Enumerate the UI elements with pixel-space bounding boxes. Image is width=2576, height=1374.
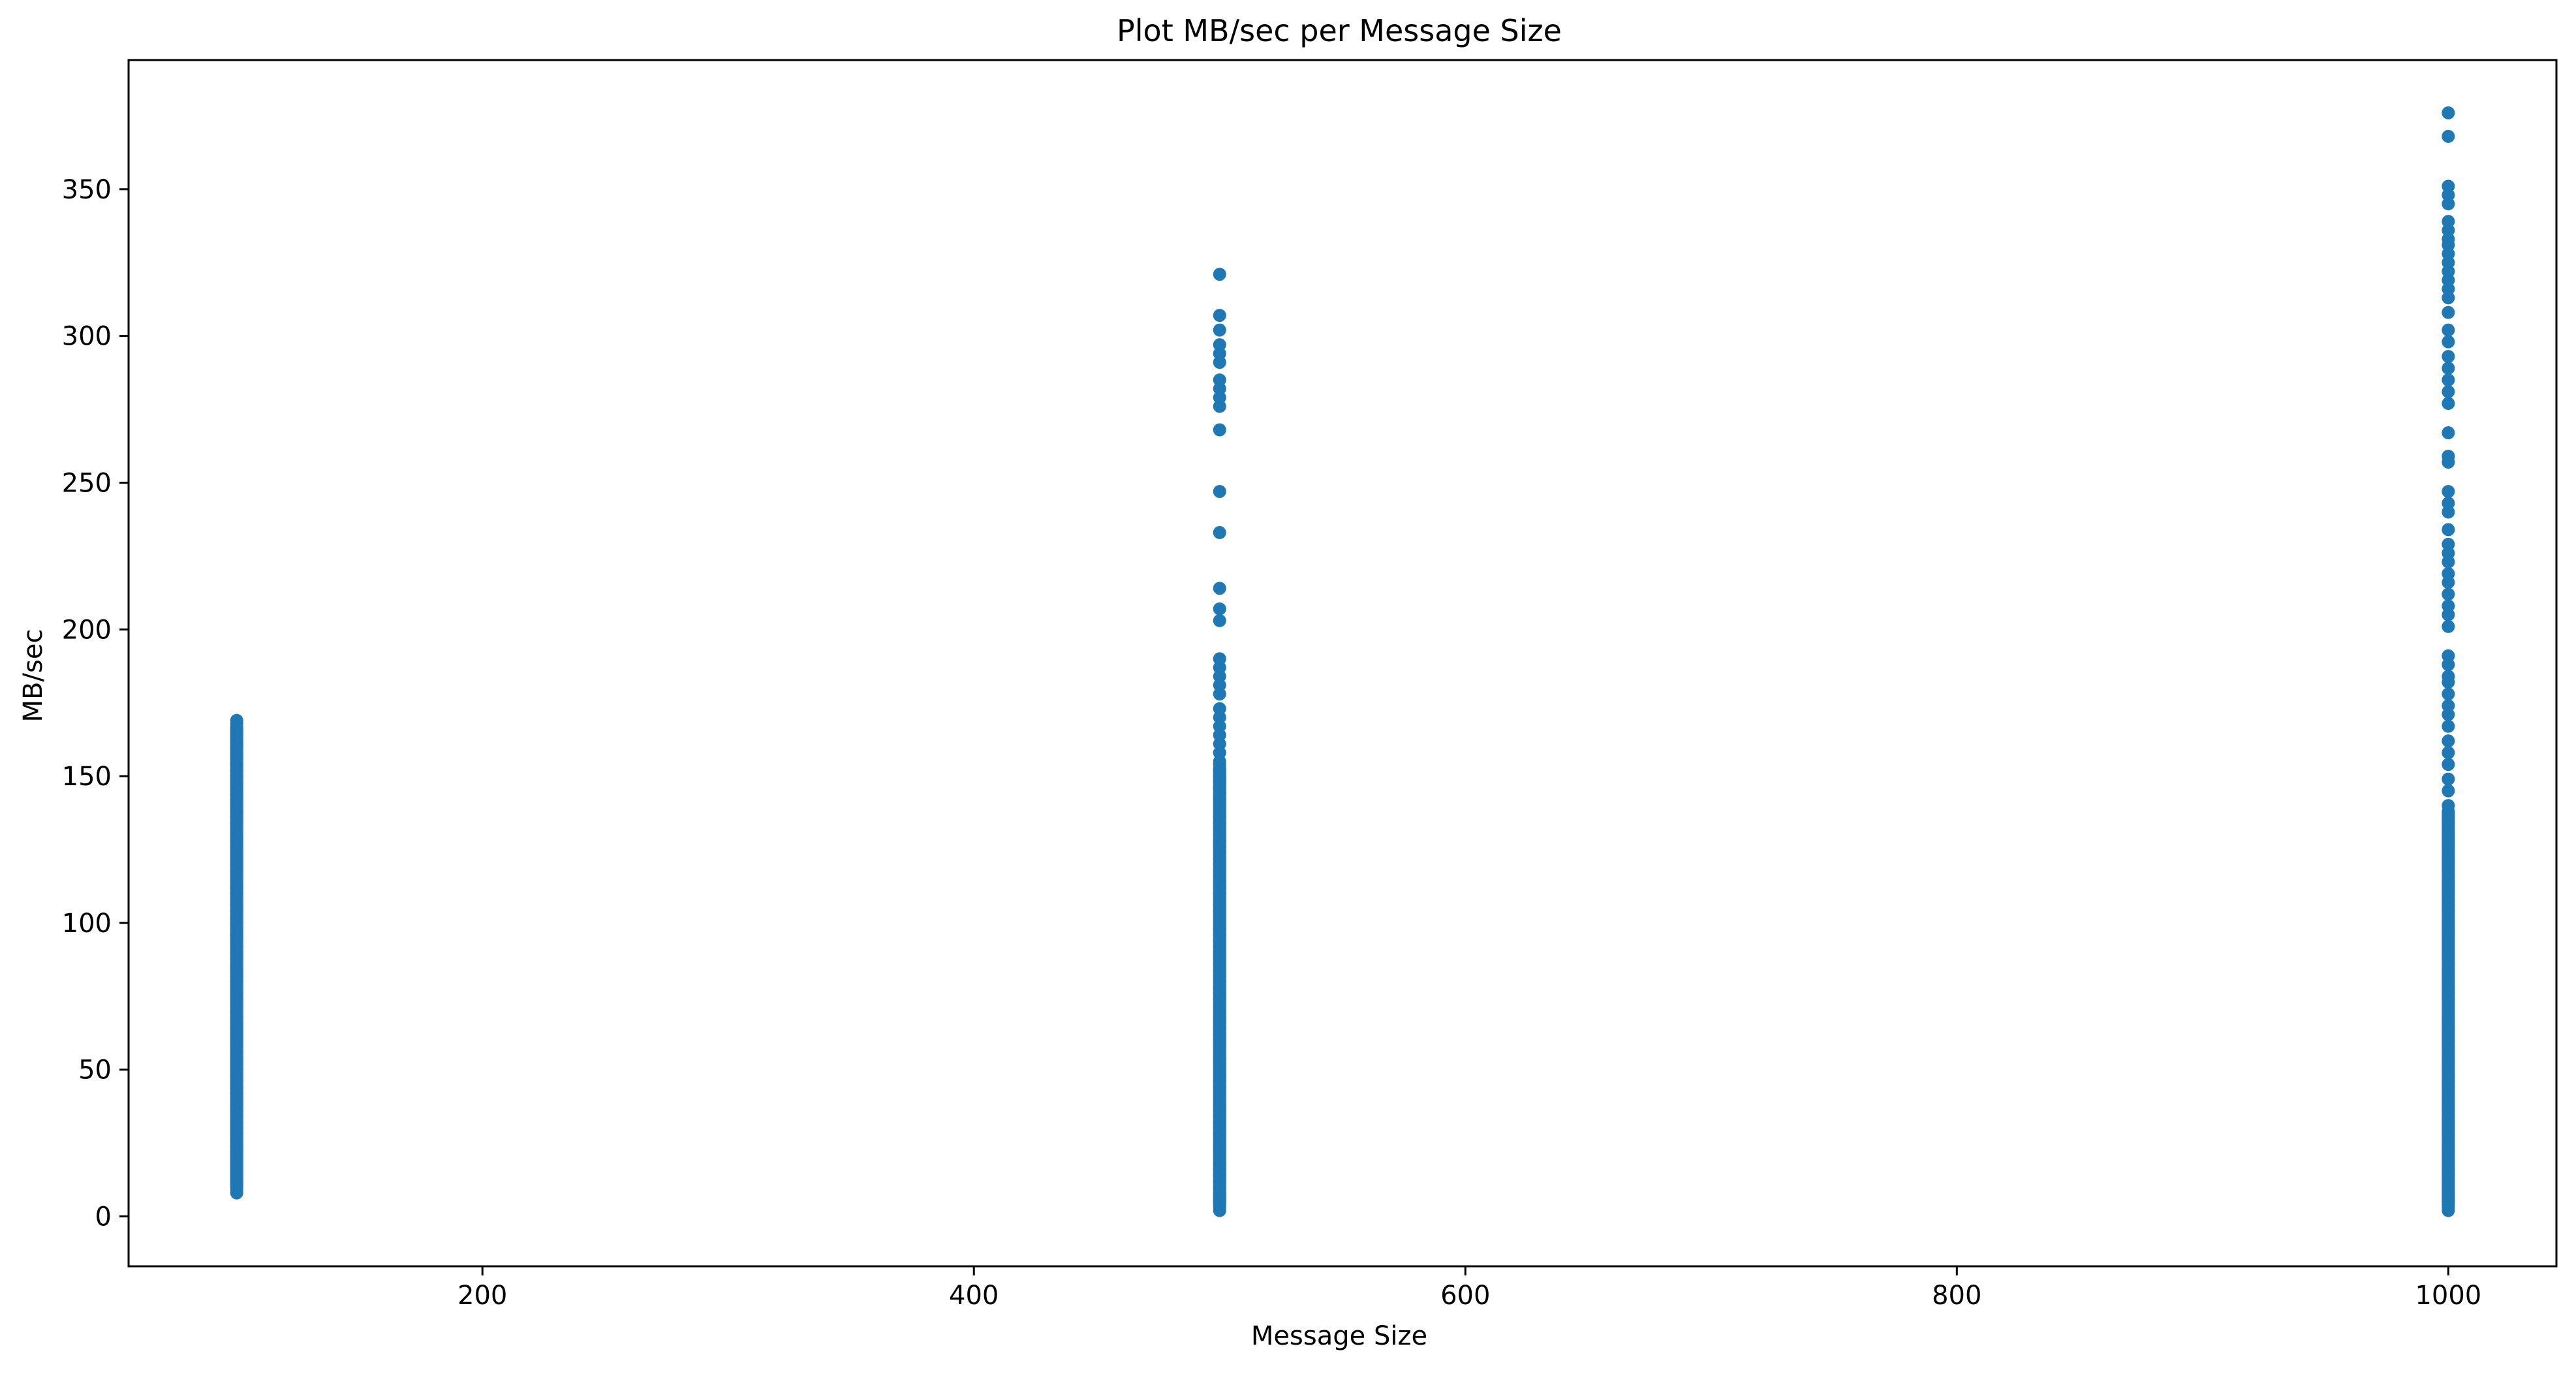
data-point: [2442, 587, 2455, 601]
data-point: [2442, 215, 2455, 228]
plot-area-frame: [127, 59, 2558, 1268]
data-point: [2442, 649, 2455, 663]
data-point: [230, 713, 243, 727]
data-point: [2442, 106, 2455, 119]
y-tick-label: 350: [62, 175, 112, 205]
y-axis-label: MB/sec: [18, 629, 48, 723]
x-axis-ticks: 200 400 600 800 1000: [458, 1266, 2481, 1311]
y-tick-label: 250: [62, 468, 112, 498]
x-tick-label: 1000: [2415, 1281, 2481, 1311]
y-axis-ticks: 0 50 100 150 200 250 300 350: [62, 175, 129, 1232]
data-point: [2442, 323, 2455, 337]
data-point: [1213, 602, 1226, 616]
data-point: [2442, 670, 2455, 683]
data-point: [1213, 525, 1226, 539]
data-point: [1213, 423, 1226, 437]
data-point: [2442, 537, 2455, 551]
data-point: [2442, 373, 2455, 387]
data-point: [2442, 426, 2455, 440]
data-point: [1213, 484, 1226, 498]
x-axis-label: Message Size: [1251, 1321, 1427, 1351]
data-point: [1213, 323, 1226, 337]
data-point: [2442, 305, 2455, 319]
data-point: [2442, 567, 2455, 580]
x-tick-label: 600: [1440, 1281, 1490, 1311]
y-tick-label: 0: [95, 1202, 112, 1232]
data-point: [2442, 350, 2455, 364]
x-tick-label: 400: [949, 1281, 999, 1311]
data-point: [1213, 309, 1226, 322]
data-point: [2442, 335, 2455, 349]
data-point: [2442, 687, 2455, 701]
data-point: [2442, 129, 2455, 143]
data-point: [2442, 599, 2455, 613]
data-point: [2442, 734, 2455, 748]
data-point: [2442, 496, 2455, 510]
data-point: [2442, 719, 2455, 733]
data-point: [2442, 784, 2455, 798]
data-point: [2442, 619, 2455, 633]
data-point: [2442, 799, 2455, 813]
x-tick-label: 800: [1932, 1281, 1981, 1311]
data-point: [1213, 702, 1226, 715]
data-point: [2442, 450, 2455, 463]
data-point: [1213, 373, 1226, 387]
data-point: [2442, 523, 2455, 537]
y-tick-label: 100: [62, 909, 112, 939]
data-point: [1213, 652, 1226, 666]
data-point: [1213, 614, 1226, 627]
data-point: [2442, 362, 2455, 375]
data-point: [2442, 772, 2455, 786]
data-point: [2442, 484, 2455, 498]
data-point: [2442, 758, 2455, 772]
data-point: [2442, 180, 2455, 193]
y-tick-label: 300: [62, 322, 112, 352]
data-point: [2442, 746, 2455, 760]
y-tick-label: 150: [62, 762, 112, 792]
y-tick-label: 200: [62, 615, 112, 645]
y-tick-label: 50: [78, 1055, 112, 1085]
data-point: [1213, 582, 1226, 595]
data-point: [2442, 397, 2455, 411]
data-point: [2442, 385, 2455, 399]
data-point: [1213, 268, 1226, 281]
x-tick-label: 200: [458, 1281, 507, 1311]
chart-title: Plot MB/sec per Message Size: [1117, 13, 1562, 48]
data-point: [1213, 338, 1226, 352]
data-point: [2442, 699, 2455, 713]
data-points-layer: [230, 106, 2455, 1217]
